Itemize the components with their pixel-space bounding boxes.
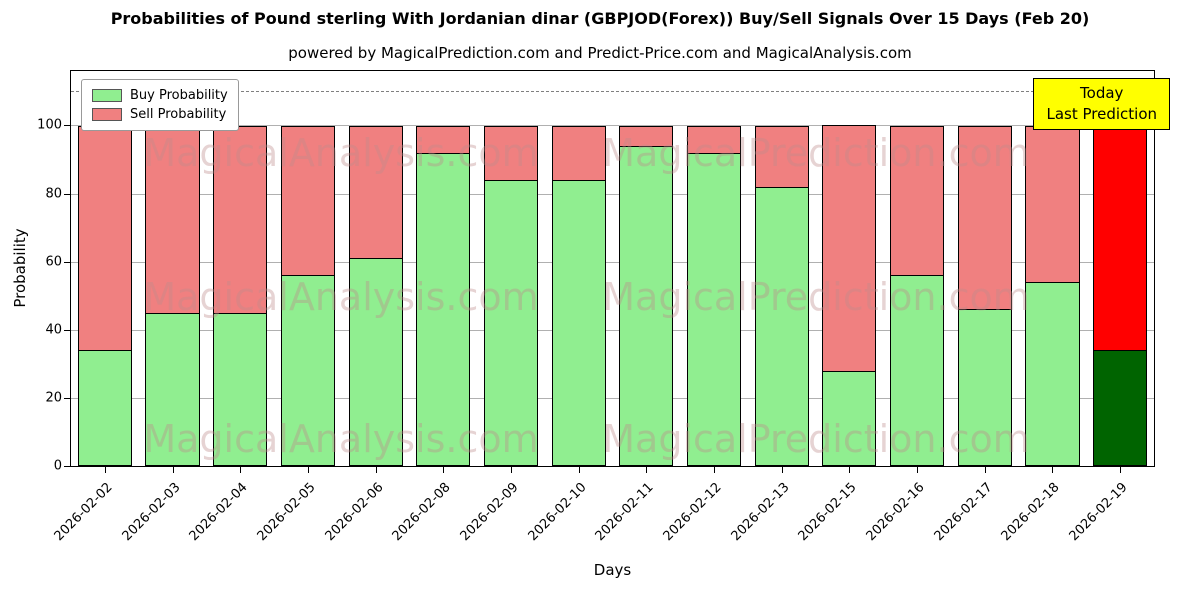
x-tick-mark xyxy=(1052,467,1054,473)
bar-sell-2026-02-04 xyxy=(213,125,268,314)
bar-buy-2026-02-06 xyxy=(348,258,403,466)
legend-item-buy: Buy Probability xyxy=(92,86,228,105)
x-tick-mark xyxy=(578,467,580,473)
x-tick-mark xyxy=(646,467,648,473)
bar-sell-2026-02-08 xyxy=(416,125,471,154)
x-tick-mark xyxy=(714,467,716,473)
y-tick-label: 100 xyxy=(37,117,62,133)
bar-buy-2026-02-04 xyxy=(213,312,268,466)
dashed-threshold-line xyxy=(71,91,1154,93)
legend: Buy Probability Sell Probability xyxy=(81,79,239,131)
gridline xyxy=(71,329,1154,331)
x-tick-mark xyxy=(1120,467,1122,473)
chart-subtitle: powered by MagicalPrediction.com and Pre… xyxy=(288,44,912,62)
bar-sell-2026-02-15 xyxy=(822,125,877,372)
bar-sell-2026-02-17 xyxy=(957,125,1012,311)
x-axis-label: Days xyxy=(593,561,632,579)
bar-sell-2026-02-11 xyxy=(619,125,674,147)
bar-sell-2026-02-02 xyxy=(77,125,132,352)
x-tick-mark xyxy=(172,467,174,473)
bar-buy-2026-02-16 xyxy=(890,275,945,466)
legend-item-sell: Sell Probability xyxy=(92,105,228,124)
y-tick-mark xyxy=(64,329,70,331)
chart-title: Probabilities of Pound sterling With Jor… xyxy=(110,9,1090,28)
x-tick-mark xyxy=(849,467,851,473)
bar-buy-2026-02-02 xyxy=(77,350,132,466)
plot-area: MagicalAnalysis.com MagicalPrediction.co… xyxy=(70,70,1155,467)
bar-sell-2026-02-13 xyxy=(754,125,809,188)
bar-sell-2026-02-12 xyxy=(686,125,742,154)
y-tick-mark xyxy=(64,261,70,263)
sell-color-swatch xyxy=(92,108,122,121)
bar-buy-2026-02-19 xyxy=(1093,350,1148,466)
x-tick-mark xyxy=(307,467,309,473)
gridline xyxy=(71,125,1154,127)
bar-sell-2026-02-09 xyxy=(483,125,539,181)
gridline xyxy=(71,397,1154,399)
bar-buy-2026-02-15 xyxy=(822,370,877,466)
today-annotation: Today Last Prediction xyxy=(1033,78,1170,130)
x-tick-mark xyxy=(443,467,445,473)
y-tick-label: 80 xyxy=(45,186,62,202)
bar-buy-2026-02-09 xyxy=(483,179,539,466)
legend-label-buy: Buy Probability xyxy=(130,88,228,103)
y-tick-label: 60 xyxy=(45,254,62,270)
bar-buy-2026-02-17 xyxy=(957,309,1012,466)
x-tick-mark xyxy=(375,467,377,473)
x-tick-mark xyxy=(781,467,783,473)
bar-sell-2026-02-03 xyxy=(145,125,200,314)
watermark-text: MagicalAnalysis.com xyxy=(143,275,539,319)
watermark-text: MagicalAnalysis.com xyxy=(143,417,539,461)
y-tick-mark xyxy=(64,397,70,399)
y-tick-mark xyxy=(64,125,70,127)
today-annotation-line2: Last Prediction xyxy=(1046,105,1157,123)
bar-buy-2026-02-10 xyxy=(551,179,606,466)
x-tick-mark xyxy=(240,467,242,473)
y-tick-label: 40 xyxy=(45,322,62,338)
y-tick-label: 0 xyxy=(53,458,62,474)
y-tick-mark xyxy=(64,193,70,195)
bar-buy-2026-02-18 xyxy=(1025,282,1080,466)
bar-sell-2026-02-10 xyxy=(551,125,606,181)
bar-sell-2026-02-16 xyxy=(890,125,945,277)
legend-label-sell: Sell Probability xyxy=(130,107,227,122)
gridline xyxy=(71,261,1154,263)
y-tick-label: 20 xyxy=(45,390,62,406)
watermark-text: MagicalAnalysis.com xyxy=(143,131,539,175)
y-tick-mark xyxy=(64,466,70,467)
bar-buy-2026-02-08 xyxy=(416,152,471,466)
x-tick-mark xyxy=(984,467,986,473)
x-tick-mark xyxy=(510,467,512,473)
bar-buy-2026-02-13 xyxy=(754,186,809,466)
bar-sell-2026-02-19 xyxy=(1093,91,1148,352)
bar-buy-2026-02-12 xyxy=(686,152,742,466)
buy-color-swatch xyxy=(92,89,122,102)
bar-sell-2026-02-05 xyxy=(280,125,335,277)
x-tick-mark xyxy=(917,467,919,473)
bar-buy-2026-02-03 xyxy=(145,312,200,466)
today-annotation-line1: Today xyxy=(1080,84,1124,102)
x-tick-mark xyxy=(104,467,106,473)
bar-buy-2026-02-11 xyxy=(619,145,674,466)
bar-sell-2026-02-06 xyxy=(348,125,403,260)
bar-buy-2026-02-05 xyxy=(280,275,335,466)
gridline xyxy=(71,193,1154,195)
bar-sell-2026-02-18 xyxy=(1025,125,1080,284)
